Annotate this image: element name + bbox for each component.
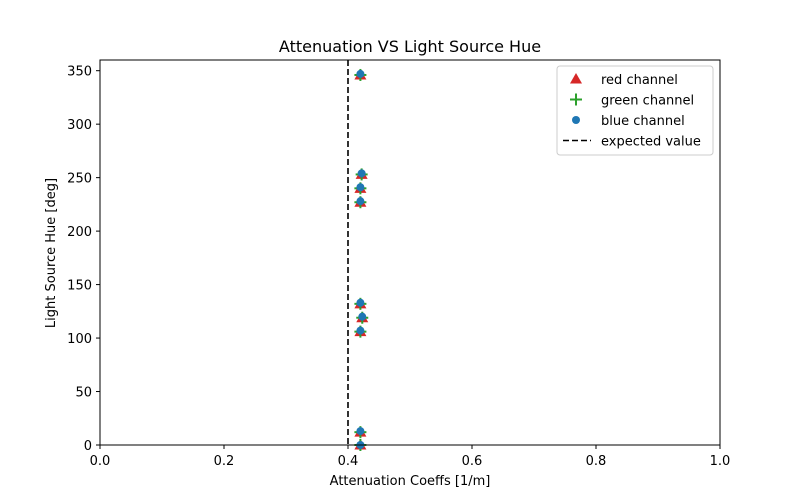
legend-blue-channel-marker [572,116,580,124]
x-tick-label: 0.0 [90,454,111,469]
blue-channel-point [356,298,365,307]
y-tick-label: 250 [67,172,92,187]
y-tick-label: 150 [67,279,92,294]
y-axis-ticks: 0 50 100 150 200 250 300 350 [67,65,100,454]
x-tick-label: 1.0 [710,454,731,469]
blue-channel-point [356,427,365,436]
chart-title: Attenuation VS Light Source Hue [279,37,541,56]
x-tick-label: 0.8 [586,454,607,469]
blue-channel-point [356,183,365,192]
blue-channel-point [356,197,365,206]
blue-channel-point [356,69,365,78]
y-axis-title: Light Source Hue [deg] [44,178,59,328]
blue-channel-point [357,169,366,178]
legend-label: green channel [601,94,694,109]
legend-green-channel-marker [570,93,582,106]
y-tick-label: 50 [75,386,92,401]
legend-label: blue channel [601,114,685,129]
y-tick-label: 350 [67,65,92,80]
x-tick-label: 0.4 [338,454,359,469]
legend: red channel green channel blue channel expe… [556,65,714,156]
x-tick-label: 0.2 [214,454,235,469]
y-tick-label: 300 [67,118,92,133]
x-axis-title: Attenuation Coeffs [1/m] [330,474,491,489]
plot-frame [99,59,721,446]
x-axis-ticks: 0.0 0.2 0.4 0.6 0.8 1.0 [90,445,731,469]
legend-label: expected value [601,135,701,150]
x-tick-label: 0.6 [462,454,483,469]
legend-red-channel-marker [570,73,582,84]
y-tick-label: 100 [67,332,92,347]
y-tick-label: 200 [67,225,92,240]
legend-label: red channel [601,73,678,88]
legend-box [556,65,714,156]
y-tick-label: 0 [84,439,92,454]
data-points [354,68,369,451]
blue-channel-point [356,326,365,335]
blue-channel-point [358,312,367,321]
